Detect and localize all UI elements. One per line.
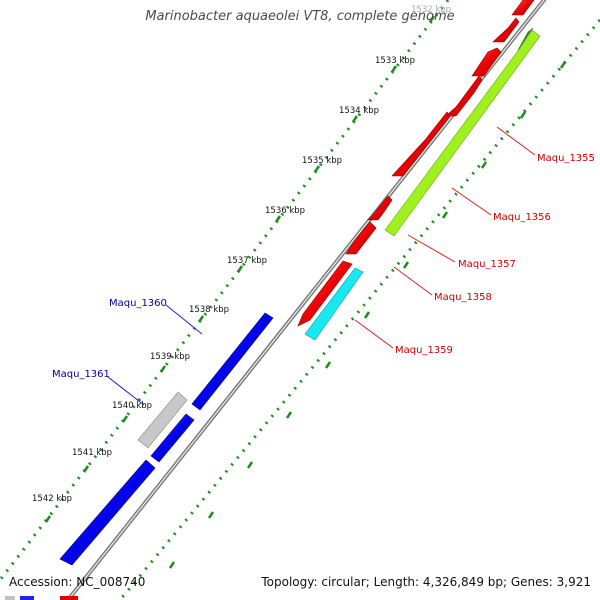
major-tick [519, 111, 527, 119]
scale-label: 1540 kbp [112, 401, 152, 411]
edge-feature-red [60, 596, 78, 600]
gene-arrow-red [345, 221, 377, 255]
gene-arrow-red [367, 195, 393, 221]
gene-arrow-red [511, 0, 535, 16]
feature-label-forward: Maqu_1359 [395, 345, 453, 356]
gene-arrow-blue [150, 413, 195, 463]
rna-feature [304, 267, 364, 341]
scale-label: 1535 kbp [302, 156, 342, 166]
reverse-strand [59, 312, 274, 566]
feature-labels: Maqu_1355 Maqu_1356 Maqu_1357 Maqu_1358 … [52, 153, 595, 380]
major-tick [428, 15, 436, 23]
gene-arrow-red [297, 260, 353, 327]
major-tick [351, 115, 359, 123]
major-ticks [44, 15, 567, 569]
pseudo-feature [137, 391, 188, 449]
major-tick [559, 61, 567, 69]
feature-label-reverse: Maqu_1361 [52, 369, 110, 380]
genome-summary-text: Topology: circular; Length: 4,326,849 bp… [261, 575, 591, 589]
major-tick [324, 361, 332, 369]
accession-text: Accession: NC_008740 [9, 575, 146, 589]
scale-label: 1532 kbp [411, 5, 451, 15]
feature-label-forward: Maqu_1358 [434, 292, 492, 303]
scale-labels: 1532 kbp 1533 kbp 1534 kbp 1535 kbp 1536… [32, 5, 451, 504]
scale-label: 1536 kbp [265, 206, 305, 216]
major-tick [441, 211, 449, 219]
gene-arrow-red [471, 47, 502, 77]
feature-label-reverse: Maqu_1360 [109, 298, 167, 309]
major-tick [168, 561, 176, 569]
gene-arrow-blue [59, 459, 156, 566]
forward-strand [297, 0, 535, 327]
scale-label: 1537 kbp [227, 256, 267, 266]
major-tick [480, 161, 488, 169]
edge-feature-grey [5, 596, 15, 600]
reverse-label-leaders [107, 304, 203, 406]
feature-label-forward: Maqu_1357 [458, 259, 516, 270]
misc-feature-green [384, 29, 541, 237]
gene-arrow-blue [191, 312, 274, 411]
major-tick [207, 511, 215, 519]
gene-arrow-red [492, 17, 520, 43]
forward-label-leaders [354, 126, 536, 349]
major-tick [402, 261, 410, 269]
feature-label-forward: Maqu_1355 [537, 153, 595, 164]
scale-label: 1538 kbp [189, 305, 229, 315]
outer-tick-row [0, 0, 450, 581]
major-tick [236, 265, 244, 273]
major-tick [159, 365, 167, 373]
edge-feature-blue [20, 596, 34, 600]
gene-arrow-red [391, 111, 451, 177]
scale-label: 1541 kbp [72, 448, 112, 458]
major-tick [390, 65, 398, 73]
scale-label: 1533 kbp [375, 56, 415, 66]
feature-label-forward: Maqu_1356 [493, 212, 551, 223]
major-tick [44, 515, 52, 523]
major-tick [363, 311, 371, 319]
genome-title: Marinobacter aquaeolei VT8, complete gen… [145, 9, 455, 24]
scale-label: 1542 kbp [32, 494, 72, 504]
major-tick [121, 415, 129, 423]
major-tick [313, 165, 321, 173]
major-tick [197, 315, 205, 323]
scale-label: 1539 kbp [150, 352, 190, 362]
major-tick [274, 215, 282, 223]
major-tick [82, 465, 90, 473]
scale-label: 1534 kbp [339, 106, 379, 116]
major-tick [285, 411, 293, 419]
major-tick [246, 461, 254, 469]
